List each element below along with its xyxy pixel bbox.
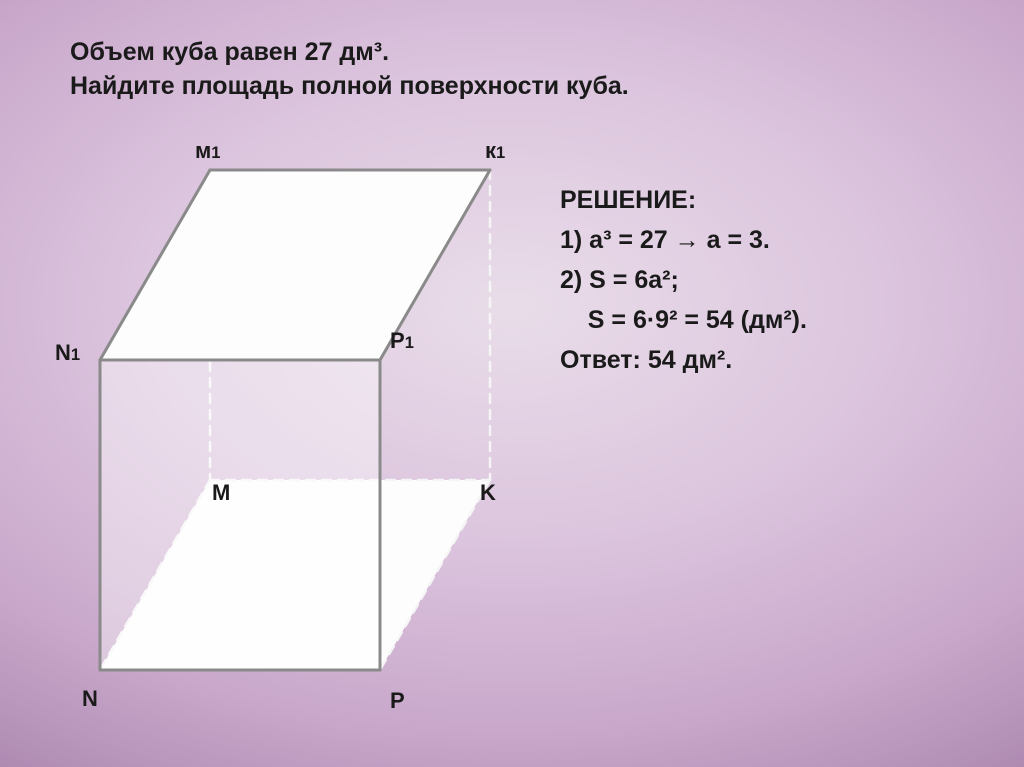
problem-line-2: Найдите площадь полной поверхности куба. <box>70 70 629 104</box>
cube-svg <box>60 130 580 750</box>
solution-answer: Ответ: 54 дм². <box>560 340 807 380</box>
vertex-label-K: K <box>480 480 496 506</box>
solution-step-2a: 2) S = 6a²; <box>560 260 807 300</box>
vertex-label-N1: N1 <box>55 340 80 366</box>
cube-diagram: м1к1N1P1MKNP <box>60 130 580 750</box>
problem-statement: Объем куба равен 27 дм³. Найдите площадь… <box>70 36 629 104</box>
vertex-label-P: P <box>390 688 405 714</box>
solution-step-2b: S = 6·9² = 54 (дм²). <box>560 300 807 340</box>
slide-content: Объем куба равен 27 дм³. Найдите площадь… <box>0 0 1024 767</box>
solution-block: РЕШЕНИЕ: 1) a³ = 27 → a = 3. 2) S = 6a²;… <box>560 180 807 380</box>
vertex-label-N: N <box>82 686 98 712</box>
problem-line-1: Объем куба равен 27 дм³. <box>70 36 629 70</box>
solution-step-1: 1) a³ = 27 → a = 3. <box>560 220 807 260</box>
vertex-label-K1: к1 <box>485 138 505 164</box>
vertex-label-M1: м1 <box>195 138 220 164</box>
vertex-label-P1: P1 <box>390 328 414 354</box>
vertex-label-M: M <box>212 480 230 506</box>
solution-heading: РЕШЕНИЕ: <box>560 180 807 220</box>
